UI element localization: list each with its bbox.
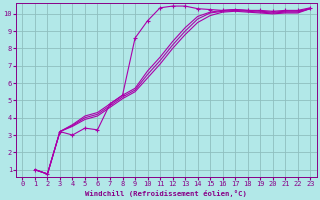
X-axis label: Windchill (Refroidissement éolien,°C): Windchill (Refroidissement éolien,°C) <box>85 190 247 197</box>
